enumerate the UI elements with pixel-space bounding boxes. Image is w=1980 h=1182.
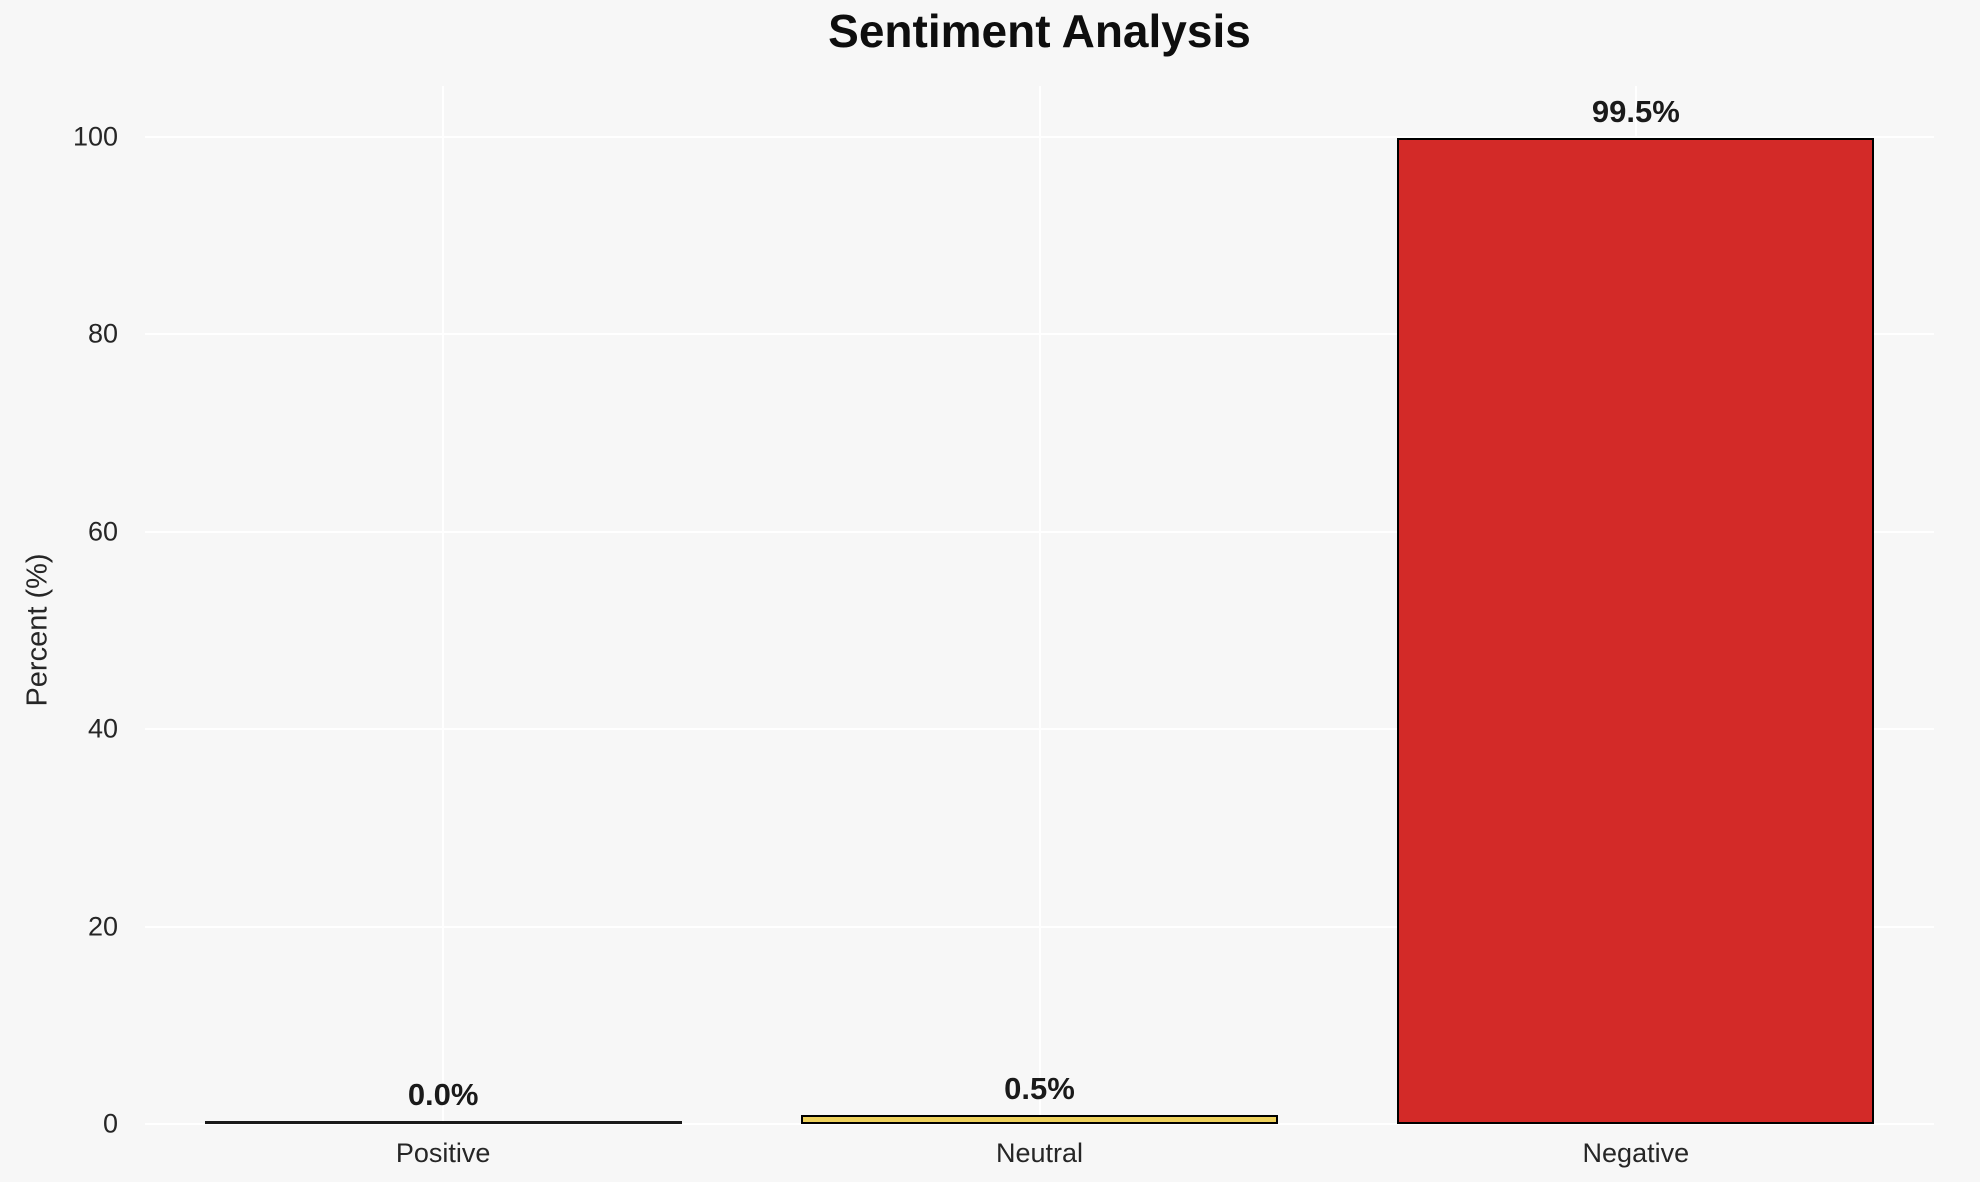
y-tick-label: 0 <box>102 1108 118 1139</box>
x-tick-label: Neutral <box>995 1138 1084 1168</box>
y-tick-label: 80 <box>87 318 118 349</box>
y-tick-label: 20 <box>87 911 118 942</box>
gridline-vertical <box>442 86 445 1124</box>
x-tick-label: Positive <box>395 1138 491 1168</box>
y-tick-label: 60 <box>87 516 118 547</box>
chart-title: Sentiment Analysis <box>828 5 1251 57</box>
bar-value-label: 0.5% <box>1004 1071 1075 1107</box>
bar-positive <box>204 1121 682 1124</box>
bar-negative <box>1397 137 1875 1124</box>
y-axis-label: Percent (%) <box>21 553 54 707</box>
y-tick-label: 100 <box>72 121 118 152</box>
bar-neutral <box>800 1115 1279 1124</box>
gridline-vertical <box>1038 86 1041 1124</box>
gridline-horizontal <box>145 1123 1934 1125</box>
bar-value-label: 0.0% <box>407 1077 479 1112</box>
bar-value-label: 99.5% <box>1591 93 1680 129</box>
x-tick-label: Negative <box>1582 1138 1690 1168</box>
y-tick-label: 40 <box>87 713 118 744</box>
